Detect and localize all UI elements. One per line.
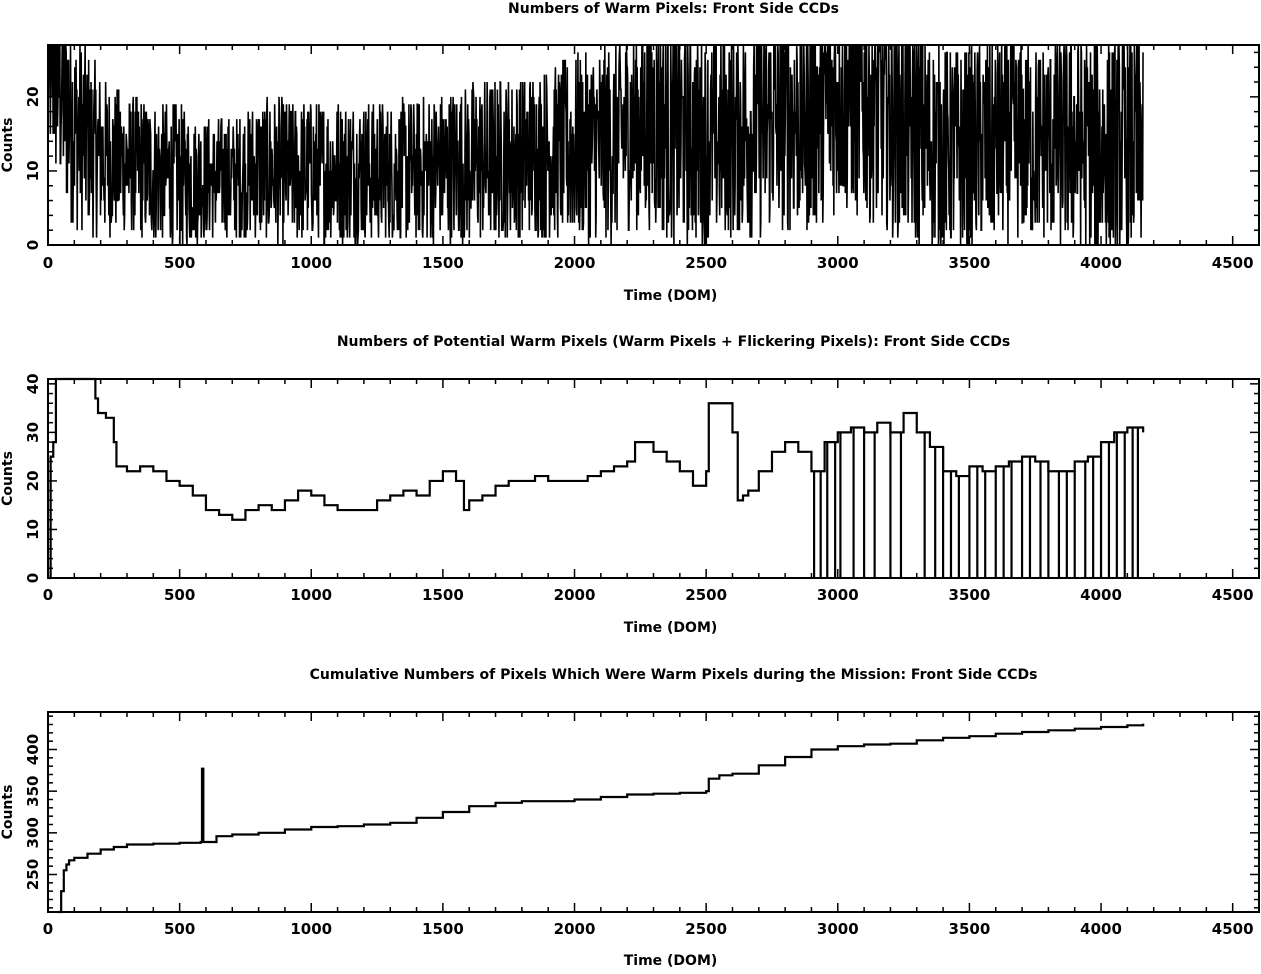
y-tick-label: 40 — [24, 373, 42, 394]
y-tick-label: 0 — [24, 240, 42, 250]
y-tick-label: 300 — [24, 817, 42, 848]
x-tick-label: 2000 — [554, 586, 596, 604]
x-tick-label: 3000 — [817, 254, 859, 272]
x-tick-label: 3000 — [817, 920, 859, 938]
x-tick-label: 500 — [164, 254, 195, 272]
y-tick-label: 10 — [24, 519, 42, 540]
series-line-cumulative — [58, 723, 1145, 914]
x-tick-label: 4000 — [1080, 920, 1122, 938]
x-tick-label: 500 — [164, 920, 195, 938]
x-tick-label: 1500 — [422, 920, 464, 938]
chart-title: Cumulative Numbers of Pixels Which Were … — [310, 667, 1038, 683]
x-tick-label: 4500 — [1212, 254, 1254, 272]
y-tick-label: 0 — [24, 573, 42, 583]
x-tick-label: 3500 — [949, 920, 991, 938]
x-tick-label: 0 — [43, 254, 53, 272]
y-axis-label: Counts — [0, 451, 16, 506]
x-tick-label: 0 — [43, 920, 53, 938]
plot-frame — [47, 711, 1260, 913]
series-line-potential-warm — [48, 377, 1145, 580]
x-tick-label: 2500 — [685, 586, 727, 604]
x-axis-label: Time (DOM) — [624, 620, 718, 636]
x-tick-label: 3500 — [949, 254, 991, 272]
series-line-warm-pixels — [47, 44, 1144, 246]
y-tick-label: 20 — [24, 86, 42, 107]
x-tick-label: 2000 — [554, 254, 596, 272]
y-tick-label: 30 — [24, 422, 42, 443]
y-tick-label: 10 — [24, 160, 42, 181]
chart-title: Numbers of Warm Pixels: Front Side CCDs — [508, 1, 839, 17]
x-tick-label: 4500 — [1212, 586, 1254, 604]
x-tick-label: 1500 — [422, 586, 464, 604]
x-tick-label: 4000 — [1080, 254, 1122, 272]
y-axis-label: Counts — [0, 118, 16, 173]
y-tick-label: 250 — [24, 859, 42, 890]
x-tick-label: 0 — [43, 586, 53, 604]
x-tick-label: 3500 — [949, 586, 991, 604]
x-tick-label: 2500 — [685, 254, 727, 272]
x-tick-label: 500 — [164, 586, 195, 604]
x-tick-label: 1000 — [290, 586, 332, 604]
y-tick-label: 400 — [24, 734, 42, 765]
x-tick-label: 3000 — [817, 586, 859, 604]
x-tick-label: 4500 — [1212, 920, 1254, 938]
y-tick-label: 20 — [24, 470, 42, 491]
x-axis-label: Time (DOM) — [624, 953, 718, 969]
x-tick-label: 2000 — [554, 920, 596, 938]
x-tick-label: 2500 — [685, 920, 727, 938]
chart-title: Numbers of Potential Warm Pixels (Warm P… — [337, 334, 1010, 350]
x-tick-label: 1500 — [422, 254, 464, 272]
x-tick-label: 4000 — [1080, 586, 1122, 604]
x-tick-label: 1000 — [290, 254, 332, 272]
plot-frame — [47, 378, 1260, 579]
x-tick-label: 1000 — [290, 920, 332, 938]
y-tick-label: 350 — [24, 776, 42, 807]
y-axis-label: Counts — [0, 785, 16, 840]
x-axis-label: Time (DOM) — [624, 288, 718, 304]
